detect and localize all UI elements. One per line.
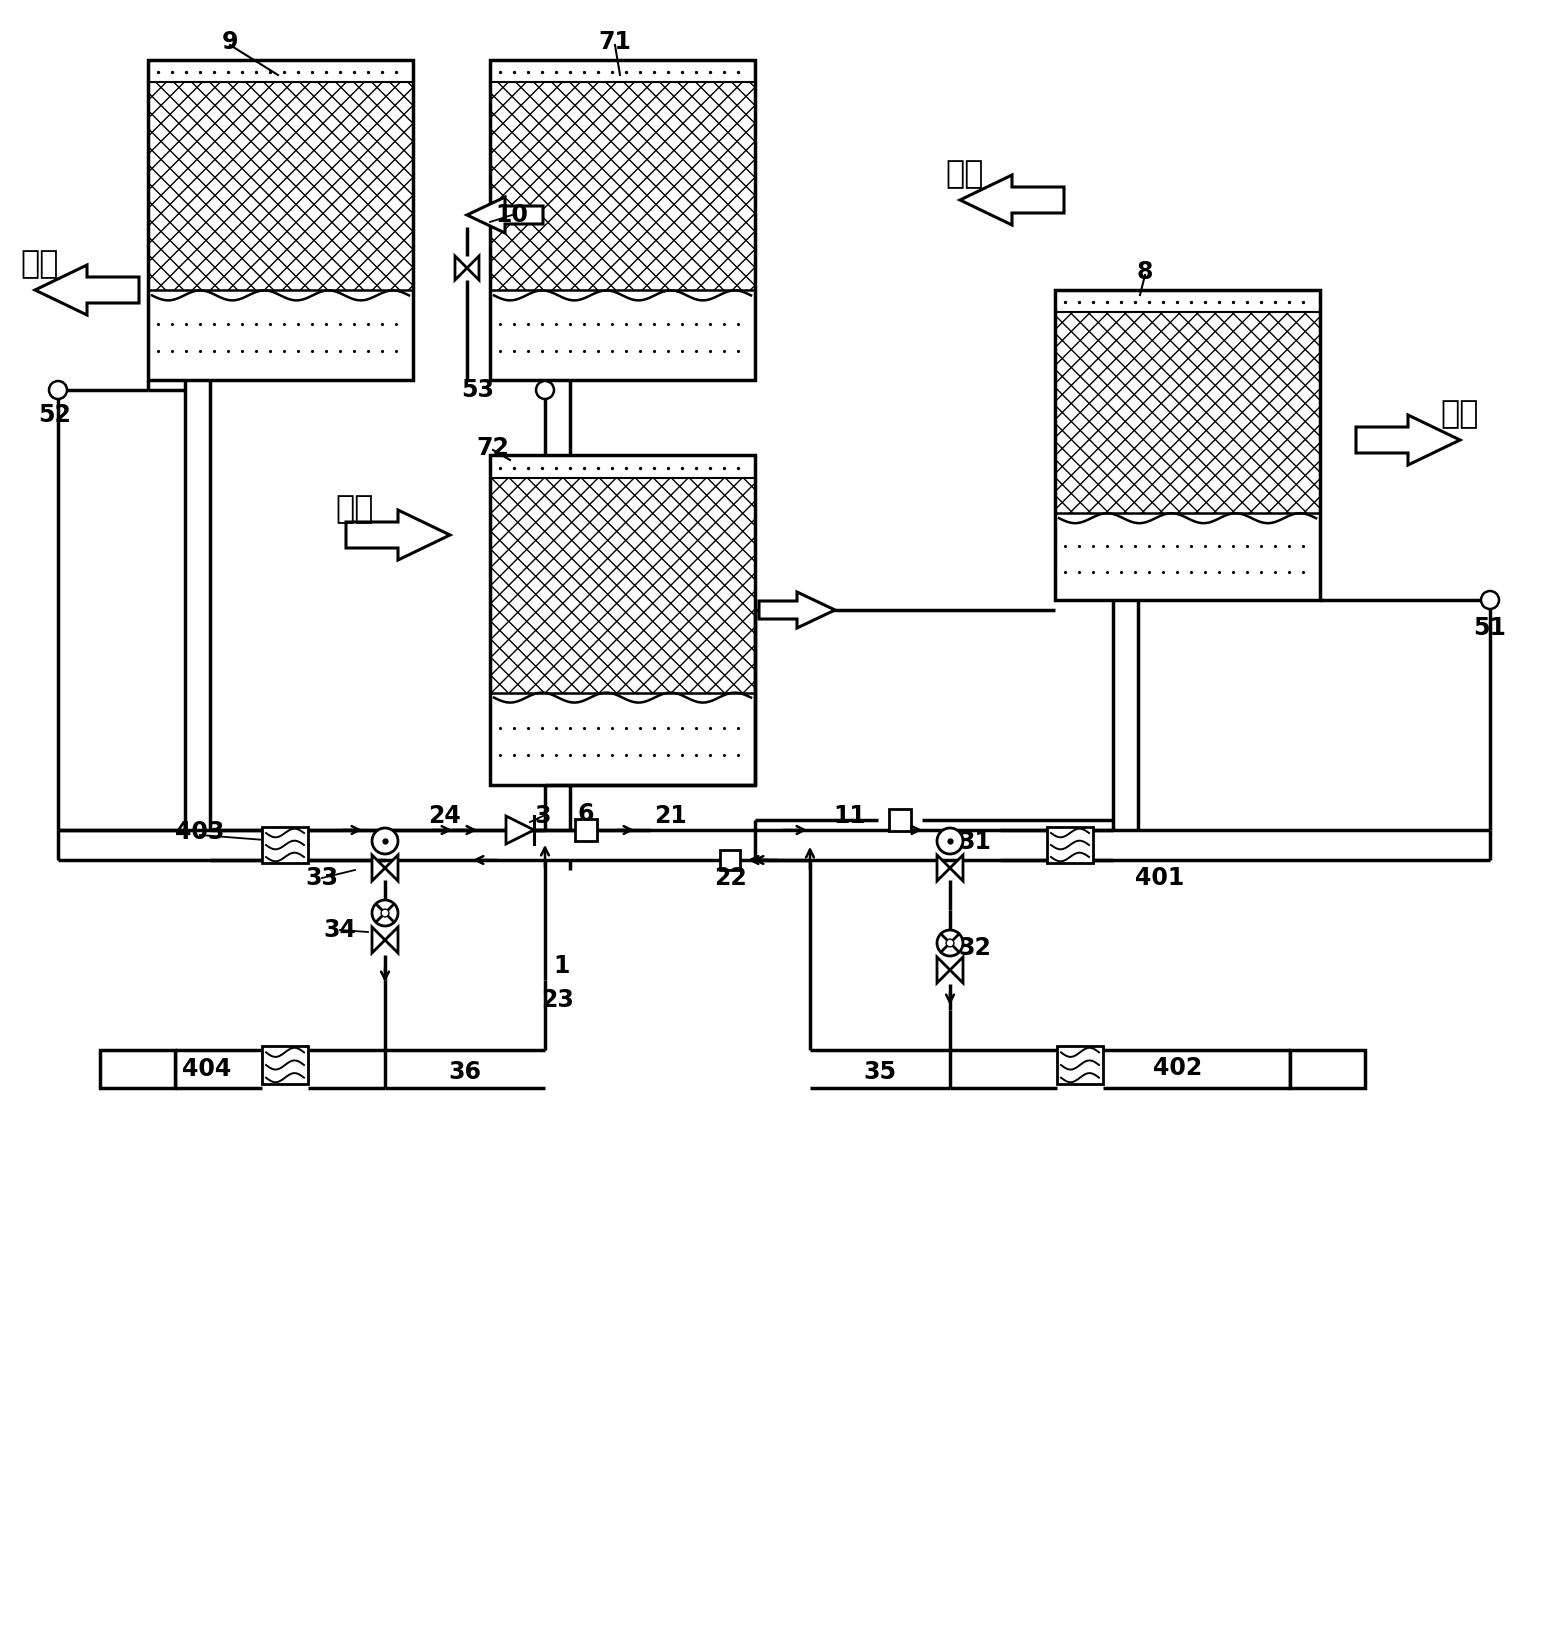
Polygon shape xyxy=(466,197,543,233)
Bar xyxy=(721,851,739,871)
Polygon shape xyxy=(959,175,1064,225)
Text: 36: 36 xyxy=(449,1061,482,1084)
Polygon shape xyxy=(1356,415,1460,464)
Polygon shape xyxy=(385,856,398,881)
Text: 34: 34 xyxy=(323,919,356,942)
Polygon shape xyxy=(760,591,835,628)
Text: 53: 53 xyxy=(462,378,495,401)
Bar xyxy=(490,59,755,380)
Bar xyxy=(889,809,911,831)
Circle shape xyxy=(371,828,398,854)
Text: 35: 35 xyxy=(864,1061,897,1084)
Text: 31: 31 xyxy=(958,829,992,854)
Text: 排风: 排风 xyxy=(20,249,59,281)
Text: 24: 24 xyxy=(429,805,462,828)
Bar xyxy=(262,828,307,862)
Text: 新风: 新风 xyxy=(335,494,373,525)
Text: 8: 8 xyxy=(1137,259,1153,284)
Text: 52: 52 xyxy=(39,403,72,426)
Polygon shape xyxy=(938,856,950,881)
Circle shape xyxy=(1480,591,1499,610)
Text: 21: 21 xyxy=(654,805,686,828)
Polygon shape xyxy=(466,256,479,279)
Text: 22: 22 xyxy=(713,866,746,890)
Text: 6: 6 xyxy=(577,801,594,826)
Text: 回风: 回风 xyxy=(945,160,983,190)
Polygon shape xyxy=(34,264,139,316)
Polygon shape xyxy=(938,957,950,983)
Circle shape xyxy=(537,382,554,400)
Polygon shape xyxy=(346,510,449,560)
Text: 23: 23 xyxy=(541,988,574,1013)
Polygon shape xyxy=(505,816,534,844)
Circle shape xyxy=(381,909,388,917)
Circle shape xyxy=(945,938,953,947)
Text: 1: 1 xyxy=(554,953,571,978)
Polygon shape xyxy=(950,957,963,983)
Bar xyxy=(100,1051,175,1089)
Text: 72: 72 xyxy=(476,436,510,459)
Text: 71: 71 xyxy=(599,30,632,55)
Text: 33: 33 xyxy=(306,866,339,890)
Text: 送风: 送风 xyxy=(1440,400,1479,431)
Circle shape xyxy=(371,900,398,927)
Bar xyxy=(1058,1046,1103,1084)
Bar xyxy=(490,454,755,785)
Text: 51: 51 xyxy=(1474,616,1507,639)
Polygon shape xyxy=(456,256,466,279)
Bar xyxy=(490,454,755,785)
Bar xyxy=(148,59,413,380)
Bar xyxy=(1055,291,1320,600)
Circle shape xyxy=(938,828,963,854)
Text: 10: 10 xyxy=(496,203,529,226)
Bar xyxy=(1290,1051,1365,1089)
Text: 402: 402 xyxy=(1153,1056,1203,1080)
Bar xyxy=(148,59,413,380)
Bar xyxy=(1047,828,1094,862)
Text: 3: 3 xyxy=(535,805,551,828)
Text: 9: 9 xyxy=(222,30,239,55)
Circle shape xyxy=(48,382,67,400)
Text: 404: 404 xyxy=(183,1057,231,1080)
Polygon shape xyxy=(371,927,385,953)
Text: 32: 32 xyxy=(958,937,992,960)
Polygon shape xyxy=(371,856,385,881)
Bar xyxy=(262,1046,307,1084)
Bar xyxy=(576,819,597,841)
Polygon shape xyxy=(385,927,398,953)
Text: 401: 401 xyxy=(1136,866,1184,890)
Circle shape xyxy=(938,930,963,957)
Bar xyxy=(1055,291,1320,600)
Text: 11: 11 xyxy=(833,805,866,828)
Bar xyxy=(490,59,755,380)
Text: 403: 403 xyxy=(175,819,225,844)
Polygon shape xyxy=(950,856,963,881)
